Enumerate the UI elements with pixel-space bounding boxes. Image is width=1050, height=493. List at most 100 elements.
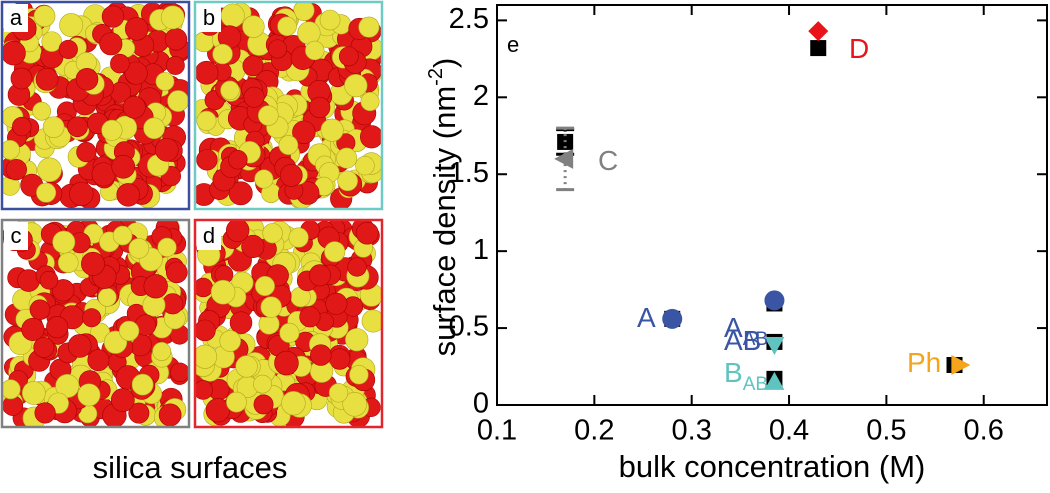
- sphere: [81, 251, 105, 276]
- caption: silica surfaces: [93, 450, 288, 485]
- sphere: [29, 299, 51, 320]
- sphere: [305, 40, 325, 61]
- sphere: [87, 349, 110, 372]
- point: [951, 355, 971, 375]
- sphere: [110, 53, 130, 74]
- x-tick-label: 0.5: [866, 415, 906, 447]
- sphere: [57, 252, 79, 273]
- sphere: [361, 309, 382, 333]
- sphere: [5, 158, 27, 181]
- annotation: D: [849, 33, 869, 64]
- x-tick-label: 0.3: [672, 415, 712, 447]
- sphere: [210, 279, 236, 305]
- annotation: Ph: [907, 347, 941, 378]
- sphere: [274, 350, 299, 376]
- y-tick-label: 2.5: [449, 3, 489, 35]
- sphere: [360, 125, 382, 149]
- sphere: [165, 56, 185, 75]
- sphere: [82, 308, 102, 328]
- sphere: [101, 119, 123, 141]
- sphere: [160, 5, 185, 30]
- sphere: [254, 169, 274, 189]
- panel-border: [193, 0, 384, 211]
- sphere: [195, 60, 219, 85]
- annotation: BAB: [724, 357, 768, 395]
- sphere: [99, 32, 123, 56]
- sphere: [39, 270, 59, 290]
- y-axis-label: surface density (nm-2): [425, 58, 462, 357]
- sphere: [267, 39, 288, 59]
- y-label-sup: -2: [425, 68, 447, 86]
- sphere: [12, 116, 32, 137]
- y-tick-label: 0.5: [449, 311, 489, 343]
- sphere: [212, 43, 233, 65]
- annotation-text: B: [724, 357, 743, 388]
- sphere: [324, 241, 346, 263]
- sphere: [143, 274, 168, 299]
- sphere: [52, 279, 75, 302]
- annotation: AAB: [724, 312, 768, 350]
- sphere: [226, 391, 247, 413]
- sphere: [262, 223, 283, 244]
- sphere: [37, 157, 62, 183]
- sphere: [69, 181, 94, 207]
- x-tick-label: 0.1: [477, 415, 517, 447]
- point: [764, 337, 785, 355]
- annotation-sub: AB: [743, 329, 768, 350]
- sphere: [328, 383, 349, 403]
- sphere: [97, 288, 117, 307]
- sphere: [33, 336, 55, 358]
- sphere: [124, 61, 148, 85]
- panel-label: a: [10, 5, 23, 30]
- sphere: [2, 379, 21, 400]
- sphere: [128, 238, 150, 259]
- surface-image: [2, 2, 189, 209]
- sphere: [347, 257, 367, 277]
- y-label-end: ): [427, 58, 462, 68]
- sphere: [58, 39, 78, 59]
- surface-image: [195, 220, 382, 427]
- sphere: [158, 403, 182, 427]
- sphere: [258, 105, 279, 126]
- sphere: [205, 398, 230, 423]
- panel-label: c: [11, 223, 22, 248]
- panel-border: [0, 218, 191, 429]
- sphere: [167, 90, 189, 112]
- x-tick-label: 0.4: [769, 415, 809, 447]
- panel-label-bg: [4, 4, 28, 32]
- sphere: [112, 225, 133, 246]
- sphere: [46, 316, 69, 339]
- annotation: AB: [724, 325, 761, 356]
- sphere: [21, 317, 45, 341]
- sphere: [229, 311, 253, 334]
- sphere: [157, 237, 177, 257]
- sphere: [195, 277, 213, 298]
- sphere: [293, 2, 315, 21]
- sphere: [143, 117, 165, 140]
- sphere: [10, 67, 33, 90]
- point: [764, 290, 785, 311]
- panel-label: b: [203, 5, 215, 30]
- sphere: [36, 182, 57, 203]
- annotation-text: e: [507, 32, 519, 57]
- sphere: [32, 101, 52, 121]
- sphere: [2, 40, 26, 66]
- sphere: [277, 16, 297, 37]
- point: [808, 21, 829, 42]
- panel-label: d: [203, 223, 215, 248]
- sphere: [110, 388, 135, 413]
- sphere: [308, 96, 331, 119]
- y-tick-label: 0: [473, 388, 489, 420]
- panel-border: [0, 0, 191, 211]
- sphere: [2, 140, 20, 160]
- annotation-text: Ph: [907, 347, 941, 378]
- sphere: [21, 381, 46, 405]
- annotation-text: AB: [724, 325, 761, 356]
- sphere: [325, 292, 348, 315]
- plot-frame: [496, 4, 1048, 406]
- sphere: [164, 28, 188, 51]
- sphere: [59, 13, 84, 38]
- sphere: [42, 116, 65, 139]
- sphere: [329, 348, 351, 370]
